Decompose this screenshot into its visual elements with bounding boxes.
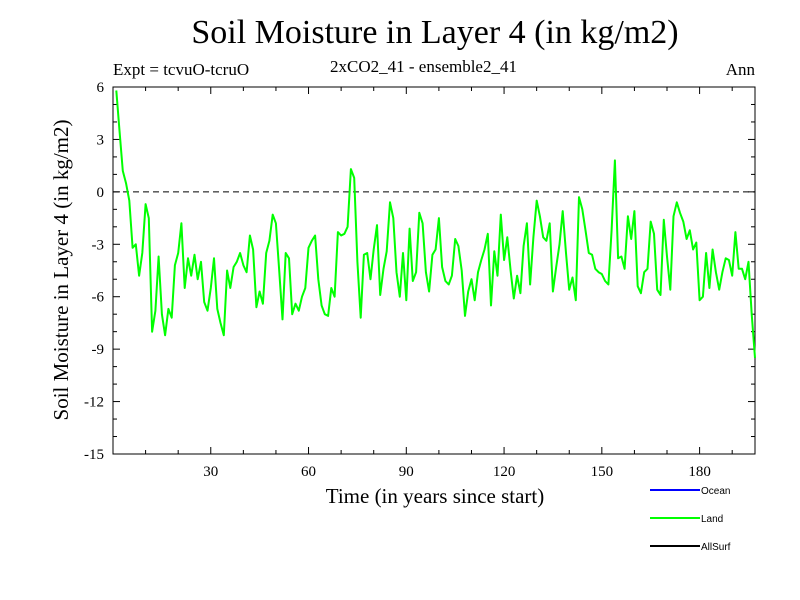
experiment-label: Expt = tcvuO-tcruO — [113, 60, 250, 79]
run-label: 2xCO2_41 - ensemble2_41 — [330, 57, 517, 76]
chart-title: Soil Moisture in Layer 4 (in kg/m2) — [191, 14, 679, 51]
period-label: Ann — [725, 60, 755, 79]
x-tick-label: 180 — [688, 464, 711, 480]
y-tick-label: 6 — [97, 80, 105, 96]
x-tick-label: 90 — [399, 464, 414, 480]
x-tick-label: 30 — [203, 464, 218, 480]
legend-label-allsurf: AllSurf — [701, 542, 731, 553]
x-tick-label: 120 — [493, 464, 516, 480]
x-tick-label: 150 — [591, 464, 614, 480]
y-tick-label: 0 — [97, 185, 105, 201]
x-tick-label: 60 — [301, 464, 316, 480]
y-tick-label: -6 — [92, 290, 105, 306]
legend-label-ocean: Ocean — [701, 486, 730, 497]
series-line-land — [115, 90, 756, 358]
y-axis-title: Soil Moisture in Layer 4 (in kg/m2) — [49, 120, 73, 421]
y-tick-label: -9 — [92, 342, 105, 358]
y-tick-label: -15 — [84, 447, 104, 463]
plot-frame — [112, 86, 756, 455]
y-tick-label: -3 — [92, 237, 105, 253]
x-axis-title: Time (in years since start) — [326, 484, 545, 508]
y-tick-label: -12 — [84, 395, 104, 411]
y-tick-label: 3 — [97, 132, 105, 148]
legend-label-land: Land — [701, 514, 723, 525]
